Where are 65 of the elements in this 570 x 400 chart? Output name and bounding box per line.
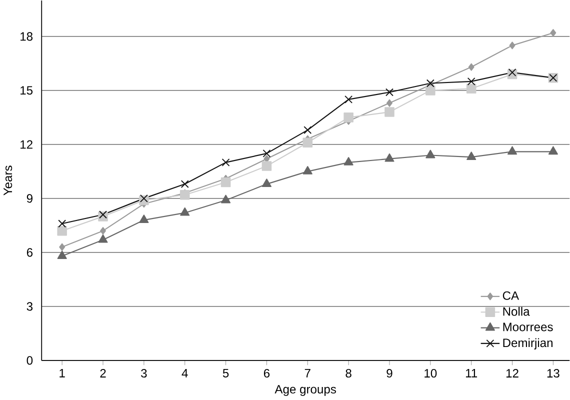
point — [262, 161, 272, 172]
point — [508, 68, 516, 77]
point — [344, 112, 354, 123]
legend-label: Moorrees — [503, 323, 553, 332]
x-tick-label: 2 — [100, 369, 106, 378]
y-tick-label: 9 — [26, 194, 32, 203]
point — [222, 158, 230, 167]
point — [426, 86, 436, 96]
point — [302, 138, 313, 148]
point — [98, 234, 108, 244]
x-tick-label: 8 — [346, 369, 352, 378]
point — [384, 154, 394, 162]
x-tick-label: 7 — [304, 369, 310, 378]
x-tick-label: 1 — [60, 369, 65, 378]
x-tick-label: 12 — [506, 369, 518, 378]
y-tick-label: 18 — [20, 32, 33, 41]
point — [468, 63, 474, 72]
point — [100, 227, 106, 235]
legend-label: CA — [502, 292, 520, 300]
y-tick-label: 12 — [20, 140, 32, 149]
point — [262, 150, 271, 158]
point — [221, 195, 231, 204]
point — [426, 150, 436, 158]
point — [386, 99, 392, 108]
x-axis-title: Age groups — [274, 385, 336, 396]
point — [99, 210, 107, 219]
x-tick-label: 11 — [466, 369, 478, 378]
y-tick-label: 0 — [26, 356, 33, 365]
point — [344, 157, 354, 166]
point — [58, 220, 66, 228]
point — [57, 250, 67, 260]
point — [302, 166, 312, 175]
point — [220, 178, 231, 188]
point — [304, 126, 312, 134]
point — [262, 178, 272, 188]
point — [180, 180, 189, 188]
point — [180, 190, 190, 200]
y-tick-label: 15 — [20, 86, 33, 95]
point — [386, 88, 394, 96]
point — [139, 214, 149, 224]
y-tick-label: 6 — [26, 248, 33, 257]
point — [548, 146, 558, 155]
point — [140, 194, 148, 203]
point — [466, 152, 476, 160]
point — [384, 107, 394, 118]
point — [550, 29, 556, 37]
x-tick-label: 10 — [424, 369, 437, 378]
y-tick-label: 3 — [26, 302, 33, 311]
y-axis-title: Years — [4, 166, 12, 196]
point — [57, 226, 67, 236]
point — [59, 243, 66, 252]
point — [180, 208, 190, 216]
legend-label: Demirjian — [503, 338, 552, 350]
point — [466, 84, 476, 94]
point — [509, 42, 516, 50]
x-tick-label: 3 — [141, 369, 147, 378]
x-tick-label: 4 — [182, 369, 188, 378]
x-tick-label: 5 — [222, 369, 229, 378]
point — [344, 96, 353, 104]
point — [467, 78, 476, 86]
point — [507, 146, 518, 155]
x-tick-label: 9 — [386, 369, 392, 378]
legend-label: Nolla — [503, 307, 530, 316]
x-tick-label: 6 — [264, 369, 270, 378]
x-tick-label: 13 — [547, 369, 560, 378]
